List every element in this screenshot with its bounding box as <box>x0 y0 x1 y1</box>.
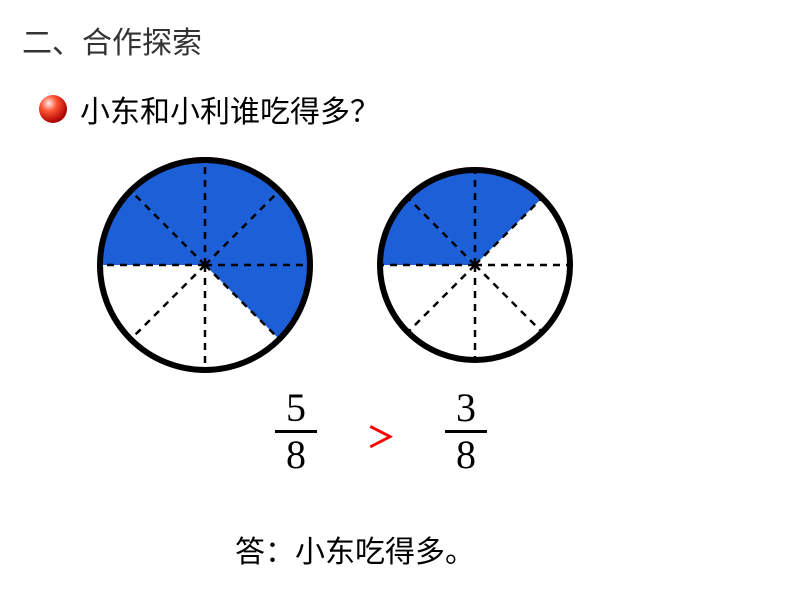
fraction-right-numerator: 3 <box>456 388 476 428</box>
answer-text: 答：小东吃得多。 <box>235 527 475 571</box>
fraction-left-numerator: 5 <box>286 388 306 428</box>
fraction-right: 3 8 <box>445 388 487 475</box>
charts-container <box>95 155 575 375</box>
pie-chart-right <box>375 165 575 365</box>
section-title: 二、合作探索 <box>22 18 202 62</box>
pie-chart-left <box>95 155 315 375</box>
fraction-right-denominator: 8 <box>456 435 476 475</box>
fractions-row: 5 8 ＞ 3 8 <box>275 388 487 475</box>
comparison-symbol: ＞ <box>367 416 395 456</box>
fraction-left: 5 8 <box>275 388 317 475</box>
question-row: 小东和小利谁吃得多？ <box>38 87 380 131</box>
bullet-icon <box>38 94 68 124</box>
fraction-left-denominator: 8 <box>286 435 306 475</box>
question-text: 小东和小利谁吃得多？ <box>80 87 380 131</box>
